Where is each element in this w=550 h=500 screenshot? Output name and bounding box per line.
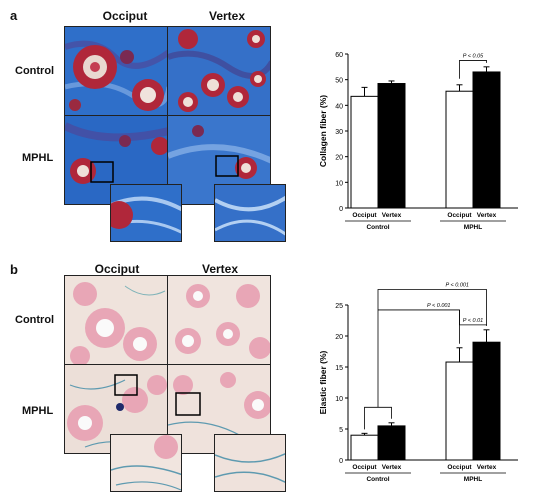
group-label: Control	[366, 224, 389, 231]
bar-mphl-occiput	[445, 90, 474, 209]
bar-mphl-vertex	[472, 71, 501, 209]
micrograph-b-control-vertex	[167, 275, 271, 365]
bar-control-occiput	[350, 434, 379, 461]
y-tick-label: 10	[335, 396, 343, 403]
panel-a-row-mphl: MPHL	[22, 152, 54, 164]
y-tick-label: 60	[335, 52, 343, 59]
category-label: Vertex	[382, 464, 402, 471]
category-label: Vertex	[477, 464, 497, 471]
y-tick-label: 30	[335, 129, 343, 136]
micrograph-b-control-occiput	[64, 275, 168, 365]
group-label: MPHL	[464, 476, 482, 483]
panel-b-row-control: Control	[15, 314, 55, 326]
bar-control-occiput	[350, 95, 379, 209]
significance-bracket-inner	[378, 309, 460, 344]
micrograph-a-inset-occiput	[110, 184, 182, 242]
panel-b-row-mphl: MPHL	[22, 405, 54, 417]
category-label: Vertex	[382, 212, 402, 219]
y-tick-label: 10	[335, 180, 343, 187]
significance-bracket-outer	[377, 289, 487, 408]
y-tick-label: 40	[335, 103, 343, 110]
p-value-label: P < 0.01	[463, 318, 483, 324]
panel-a-letter: a	[10, 8, 18, 23]
category-label: Occiput	[447, 212, 472, 219]
micrograph-b-inset-occiput	[110, 434, 182, 492]
panel-a-row-control: Control	[15, 65, 55, 77]
y-axis-label: Elastic fiber (%)	[318, 350, 328, 414]
micrograph-b-inset-vertex	[214, 434, 286, 492]
y-tick-label: 0	[339, 458, 343, 465]
y-tick-label: 0	[339, 206, 343, 213]
y-tick-label: 20	[335, 155, 343, 162]
p-value-label: P < 0.05	[463, 53, 484, 59]
panel-b-letter: b	[10, 262, 18, 277]
group-label: Control	[366, 476, 389, 483]
bar-control-vertex	[377, 425, 406, 461]
bar-mphl-vertex	[472, 341, 501, 461]
y-tick-label: 20	[335, 334, 343, 341]
micrograph-a-inset-vertex	[214, 184, 286, 242]
y-tick-label: 25	[335, 303, 343, 310]
panel-a-col-vertex: Vertex	[208, 9, 246, 23]
y-tick-label: 15	[335, 365, 343, 372]
bar-mphl-occiput	[445, 361, 474, 461]
p-value-label: P < 0.001	[446, 283, 470, 289]
y-tick-label: 5	[339, 427, 343, 434]
elastic-fiber-chart: 0 5 10 15 20 25 Elastic fiber (%) Occiput Vertex…	[318, 283, 518, 483]
significance-bracket-mphl	[459, 309, 487, 326]
panel-a-col-occiput: Occiput	[102, 9, 148, 23]
category-label: Vertex	[477, 212, 497, 219]
significance-bracket	[459, 60, 487, 79]
bar-control-vertex	[377, 83, 406, 209]
category-label: Occiput	[352, 464, 377, 471]
panel-b-col-vertex: Vertex	[201, 262, 239, 276]
y-tick-label: 50	[335, 78, 343, 85]
group-label: MPHL	[464, 224, 482, 231]
micrograph-a-control-occiput	[64, 26, 168, 116]
p-value-label: P < 0.001	[427, 303, 451, 309]
panel-b-col-occiput: Occiput	[94, 262, 140, 276]
category-label: Occiput	[352, 212, 377, 219]
collagen-fiber-chart: 0 10 20 30 40 50 60 Collagen fiber (%) Occiput Ve…	[318, 52, 518, 231]
micrograph-a-control-vertex	[167, 26, 271, 116]
category-label: Occiput	[447, 464, 472, 471]
y-axis-label: Collagen fiber (%)	[318, 95, 328, 167]
